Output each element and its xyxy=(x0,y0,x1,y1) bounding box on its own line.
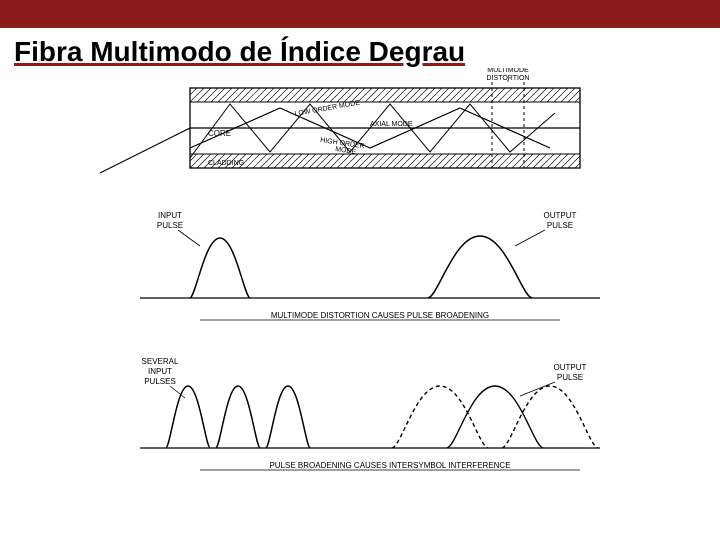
label-axial: AXIAL MODE xyxy=(370,121,413,128)
label-output-pulse: PULSE xyxy=(547,221,573,230)
label-out2-pulse: PULSE xyxy=(557,373,583,382)
diagram-svg: MULTIMODEDISTORTIONLOW ORDER MODEAXIAL M… xyxy=(0,68,720,538)
output-pulse-2 xyxy=(502,386,598,448)
label-input: INPUT xyxy=(158,211,182,220)
high-order-ray xyxy=(190,104,555,158)
label-multimode: MULTIMODE xyxy=(487,68,529,74)
input-pulse-0 xyxy=(166,386,210,448)
caption-2: PULSE BROADENING CAUSES INTERSYMBOL INTE… xyxy=(269,461,510,470)
input-pulse-1 xyxy=(216,386,260,448)
input-pulse-2 xyxy=(266,386,310,448)
input-ray xyxy=(100,128,190,173)
label-several: SEVERAL xyxy=(142,357,179,366)
label-pulse: PULSE xyxy=(157,221,183,230)
top-bar xyxy=(0,0,720,28)
label-output: OUTPUT xyxy=(544,211,577,220)
output-pulse-0 xyxy=(392,386,488,448)
label-out2: OUTPUT xyxy=(554,363,587,372)
label-several-input: INPUT xyxy=(148,367,172,376)
label-distortion: DISTORTION xyxy=(487,75,530,82)
diagram-area: MULTIMODEDISTORTIONLOW ORDER MODEAXIAL M… xyxy=(0,68,720,538)
label-several-pulses: PULSES xyxy=(144,377,176,386)
input-pulse xyxy=(190,238,250,298)
slide-title: Fibra Multimodo de Índice Degrau xyxy=(0,28,720,68)
label-cladding: CLADDING xyxy=(208,160,244,167)
label-core: CORE xyxy=(208,129,231,138)
caption-1: MULTIMODE DISTORTION CAUSES PULSE BROADE… xyxy=(271,311,489,320)
output-pulse-1 xyxy=(447,386,543,448)
